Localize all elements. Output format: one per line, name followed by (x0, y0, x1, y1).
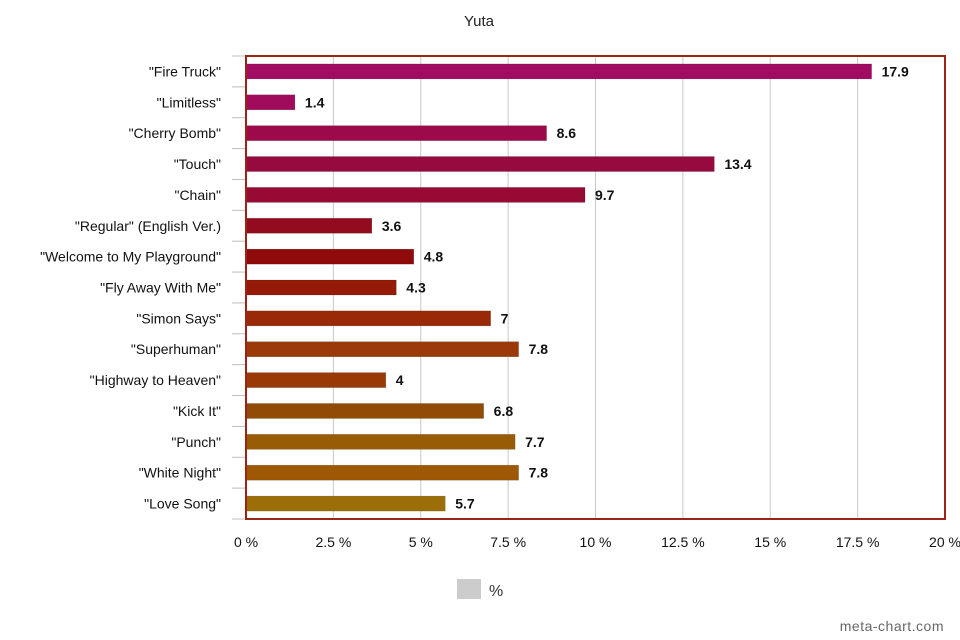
value-label: 7.8 (529, 341, 549, 357)
watermark: meta-chart.com (839, 618, 944, 634)
category-label: "Fly Away With Me" (100, 280, 221, 296)
value-label: 4 (396, 372, 404, 388)
category-label: "White Night" (139, 465, 221, 481)
chart-title: Yuta (464, 13, 495, 30)
bar[interactable] (245, 187, 586, 203)
bar[interactable] (245, 248, 415, 265)
bar[interactable] (245, 464, 519, 481)
category-label: "Simon Says" (136, 310, 221, 326)
x-tick-label: 10 % (580, 534, 612, 550)
bar[interactable] (245, 218, 373, 234)
category-label: "Limitless" (157, 94, 221, 110)
x-tick-label: 12.5 % (661, 534, 705, 550)
bar[interactable] (245, 403, 484, 419)
bar[interactable] (245, 94, 296, 111)
x-tick-label: 20 % (929, 534, 960, 550)
bar[interactable] (245, 341, 519, 357)
bar[interactable] (245, 125, 547, 141)
value-label: 6.8 (494, 403, 514, 419)
category-label: "Touch" (174, 156, 221, 172)
legend[interactable]: % (457, 579, 503, 600)
bar[interactable] (245, 495, 446, 512)
axis-layer: 0 % 2.5 % 5 % 7.5 % 10 % 12.5 % 15 % 17.5 % 20 % (232, 55, 960, 550)
category-label: "Punch" (171, 434, 221, 450)
x-tick-label: 7.5 % (490, 534, 526, 550)
legend-swatch (457, 579, 481, 599)
bar[interactable] (245, 279, 397, 296)
category-label: "Chain" (174, 187, 221, 203)
x-tick-label: 17.5 % (836, 534, 880, 550)
bar[interactable] (245, 63, 872, 80)
bar[interactable] (245, 156, 715, 172)
value-label: 7 (501, 310, 509, 326)
bar[interactable] (245, 310, 491, 327)
value-label: 17.9 (882, 63, 909, 79)
value-label: 4.8 (424, 249, 444, 265)
plot-frame (245, 55, 946, 520)
bars-layer (245, 63, 872, 512)
category-label: "Cherry Bomb" (129, 125, 221, 141)
bar[interactable] (245, 434, 516, 450)
labels-layer: "Fire Truck" 17.9 "Limitless" 1.4 "Cherry Bo… (40, 63, 909, 511)
legend-label: % (489, 583, 503, 600)
value-label: 1.4 (305, 94, 325, 110)
value-label: 13.4 (724, 156, 751, 172)
x-tick-label: 0 % (234, 534, 258, 550)
category-label: "Fire Truck" (149, 63, 221, 79)
value-label: 5.7 (455, 496, 475, 512)
value-label: 8.6 (557, 125, 577, 141)
value-label: 4.3 (406, 280, 426, 296)
category-label: "Highway to Heaven" (90, 372, 221, 388)
category-label: "Kick It" (173, 403, 221, 419)
value-label: 3.6 (382, 218, 402, 234)
x-tick-label: 15 % (754, 534, 786, 550)
value-label: 7.8 (529, 465, 549, 481)
value-label: 9.7 (595, 187, 615, 203)
value-label: 7.7 (525, 434, 545, 450)
category-label: "Love Song" (144, 496, 221, 512)
category-label: "Regular" (English Ver.) (75, 218, 221, 234)
x-tick-label: 2.5 % (315, 534, 351, 550)
category-label: "Superhuman" (131, 341, 221, 357)
x-tick-label: 5 % (409, 534, 433, 550)
bar[interactable] (245, 372, 387, 388)
category-label: "Welcome to My Playground" (40, 249, 221, 265)
